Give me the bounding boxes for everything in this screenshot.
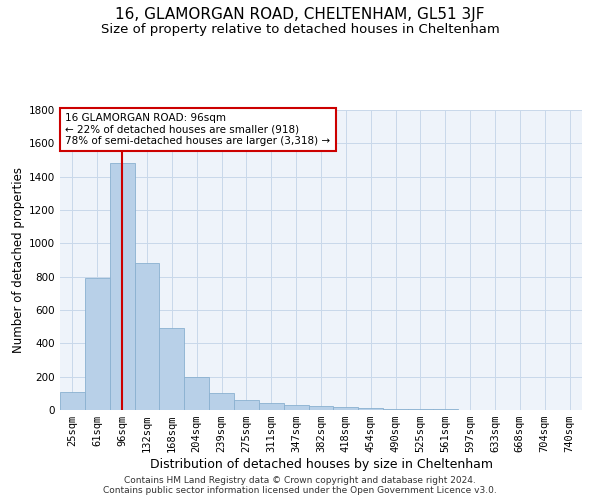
Text: Contains HM Land Registry data © Crown copyright and database right 2024.
Contai: Contains HM Land Registry data © Crown c…	[103, 476, 497, 495]
Bar	[184, 376, 209, 410]
Text: 16 GLAMORGAN ROAD: 96sqm
← 22% of detached houses are smaller (918)
78% of semi-: 16 GLAMORGAN ROAD: 96sqm ← 22% of detach…	[65, 113, 331, 146]
Bar	[334, 406, 358, 410]
Text: Size of property relative to detached houses in Cheltenham: Size of property relative to detached ho…	[101, 22, 499, 36]
Bar	[408, 409, 433, 410]
Bar	[383, 408, 408, 410]
Bar	[358, 408, 383, 410]
Bar	[209, 394, 234, 410]
Bar	[134, 264, 160, 410]
Bar	[160, 328, 184, 410]
Bar	[234, 400, 259, 410]
Bar	[85, 278, 110, 410]
X-axis label: Distribution of detached houses by size in Cheltenham: Distribution of detached houses by size …	[149, 458, 493, 471]
Bar	[60, 392, 85, 410]
Bar	[110, 164, 134, 410]
Text: 16, GLAMORGAN ROAD, CHELTENHAM, GL51 3JF: 16, GLAMORGAN ROAD, CHELTENHAM, GL51 3JF	[115, 8, 485, 22]
Bar	[308, 406, 334, 410]
Bar	[284, 405, 308, 410]
Bar	[259, 404, 284, 410]
Y-axis label: Number of detached properties: Number of detached properties	[12, 167, 25, 353]
